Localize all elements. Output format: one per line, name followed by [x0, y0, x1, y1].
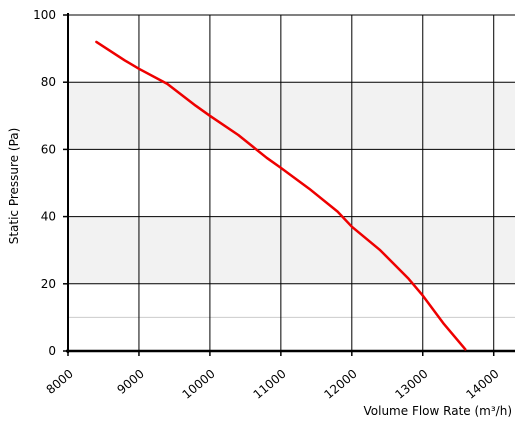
y-tick-label: 80: [41, 75, 56, 89]
y-tick-label: 100: [33, 8, 56, 22]
y-axis-title: Static Pressure (Pa): [7, 128, 21, 245]
x-tick-label: 14000: [463, 367, 501, 402]
x-tick-labels: 8000 9000 10000 11000 12000 13000 14000: [44, 367, 502, 402]
y-tick-label: 60: [41, 142, 56, 156]
y-tick-label: 40: [41, 210, 56, 224]
x-tick-label: 9000: [114, 367, 146, 397]
grid-lines: [68, 14, 515, 351]
plot-band: [68, 82, 515, 150]
x-tick-label: 12000: [321, 367, 359, 402]
series-group: [95, 40, 467, 351]
x-axis-title: Volume Flow Rate (m³/h): [364, 404, 513, 418]
series-line: [95, 40, 467, 351]
plot-band: [68, 216, 515, 284]
y-tick-labels: 0 20 40 60 80 100: [33, 8, 56, 358]
x-tick-label: 13000: [392, 367, 430, 402]
y-tick-label: 0: [48, 344, 56, 358]
x-tick-label: 10000: [180, 367, 218, 402]
x-tick-label: 11000: [251, 367, 289, 402]
x-tick-label: 8000: [44, 367, 76, 397]
y-tick-label: 20: [41, 277, 56, 291]
axes: [63, 13, 515, 356]
plot-bands: [68, 82, 515, 284]
